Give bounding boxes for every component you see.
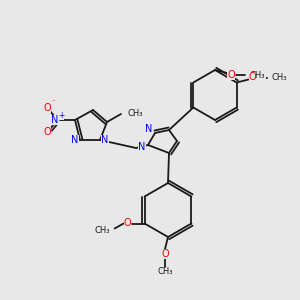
Text: O: O xyxy=(161,249,169,259)
Text: O: O xyxy=(227,70,235,80)
Text: O: O xyxy=(124,218,131,229)
Text: CH₃: CH₃ xyxy=(94,226,110,235)
Text: O: O xyxy=(249,73,256,82)
Text: O: O xyxy=(43,103,51,113)
Text: O: O xyxy=(43,127,51,137)
Text: ⁻: ⁻ xyxy=(51,98,55,106)
Text: N: N xyxy=(71,135,79,145)
Text: N: N xyxy=(145,124,153,134)
Text: N: N xyxy=(51,115,59,125)
Text: CH₃: CH₃ xyxy=(157,268,173,277)
Text: N: N xyxy=(101,135,109,145)
Text: +: + xyxy=(58,110,64,119)
Text: CH₃: CH₃ xyxy=(272,73,287,82)
Text: CH₃: CH₃ xyxy=(127,110,142,118)
Text: N: N xyxy=(138,142,146,152)
Text: CH₃: CH₃ xyxy=(250,70,266,80)
